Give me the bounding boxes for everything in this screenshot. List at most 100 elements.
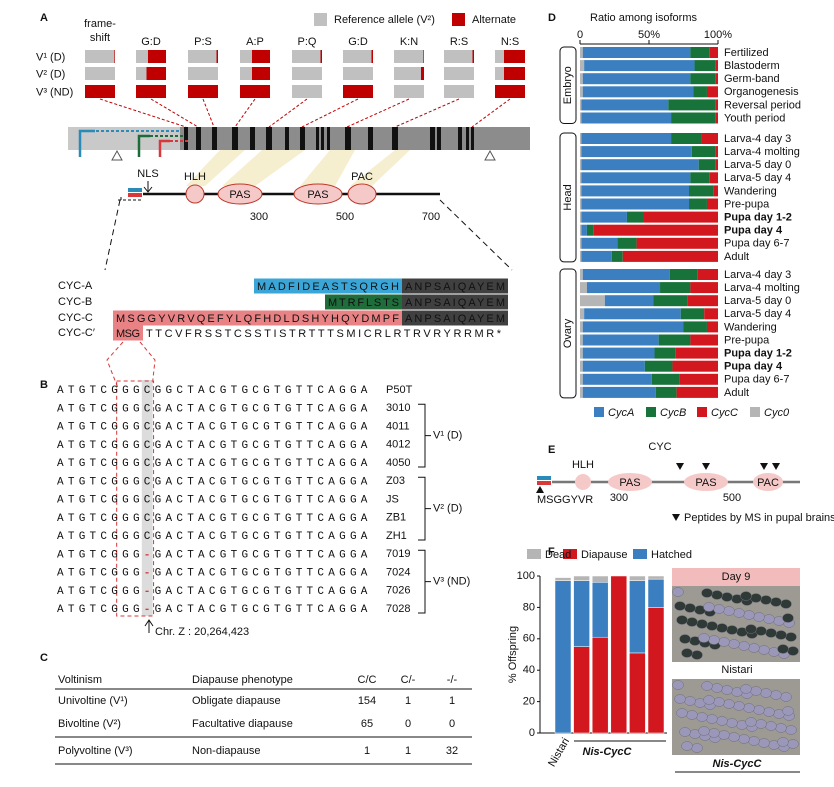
base: T	[187, 549, 194, 561]
table-cell: 65	[361, 718, 373, 730]
group-label: V¹ (D)	[433, 430, 462, 442]
base: T	[68, 494, 75, 506]
egg	[748, 736, 760, 746]
base: G	[122, 421, 129, 433]
base: T	[68, 403, 75, 415]
bar-segment	[580, 133, 582, 144]
bar-segment	[679, 373, 718, 385]
sample-id: P50T	[386, 384, 413, 396]
protein-tick-label: 500	[723, 492, 741, 504]
base: G	[263, 440, 270, 452]
base: C	[317, 513, 324, 525]
allele-background	[85, 67, 115, 80]
base: G	[263, 513, 270, 525]
base: C	[209, 421, 216, 433]
bar-segment	[582, 386, 656, 398]
allele-alternate	[85, 85, 115, 98]
egg	[753, 612, 765, 622]
bar-segment	[582, 73, 691, 85]
base: G	[339, 385, 346, 397]
base: G	[285, 476, 292, 488]
bar-segment	[573, 580, 590, 647]
allele-background	[343, 50, 373, 63]
base: G	[285, 513, 292, 525]
protein-tick-label: 300	[610, 492, 628, 504]
sample-id: ZB1	[386, 512, 406, 524]
base: T	[187, 604, 194, 616]
egg	[713, 697, 725, 707]
base: T	[296, 549, 303, 561]
zoom-bracket	[118, 196, 143, 201]
base: T	[231, 458, 238, 470]
base: C	[317, 549, 324, 561]
base: T	[68, 513, 75, 525]
bar-segment	[694, 60, 716, 72]
panel-label: D	[548, 12, 556, 24]
nls-arrow	[143, 181, 153, 193]
base: T	[231, 567, 238, 579]
category-label: Pre-pupa	[724, 334, 770, 346]
isoform-name: CYC-A	[58, 280, 93, 292]
protein-domain	[684, 473, 728, 491]
allele-alternate	[472, 50, 474, 63]
polyA-1	[111, 149, 123, 161]
allele-background	[444, 67, 474, 80]
egg	[672, 587, 684, 597]
y-tick-label: 0	[529, 727, 535, 739]
allele-alternate	[504, 50, 525, 63]
egg	[740, 684, 752, 694]
table-cell: 154	[358, 695, 376, 707]
egg	[750, 593, 762, 603]
base: G	[241, 440, 248, 452]
base: G	[122, 440, 129, 452]
bar-segment	[586, 282, 661, 294]
bar-segment	[580, 159, 582, 171]
egg	[674, 601, 686, 611]
bar-segment	[643, 211, 718, 223]
egg	[698, 633, 710, 643]
base: G	[350, 494, 357, 506]
base: G	[79, 440, 86, 452]
base: G	[133, 403, 140, 415]
base: C	[100, 494, 107, 506]
base: T	[90, 403, 97, 415]
strain-label: V¹ (D)	[36, 51, 65, 63]
egg	[684, 696, 696, 706]
table-cell: 1	[449, 695, 455, 707]
bar-segment	[671, 133, 702, 144]
base: T	[90, 604, 97, 616]
allele-alternate	[343, 85, 373, 98]
category-label: Pupa day 1-2	[724, 348, 792, 360]
variant-link	[150, 98, 199, 128]
base: T	[307, 531, 314, 543]
base: T	[296, 440, 303, 452]
base: G	[111, 476, 118, 488]
base: G	[111, 567, 118, 579]
sample-id: ZH1	[386, 530, 407, 542]
base: T	[187, 421, 194, 433]
egg	[785, 632, 797, 642]
base: C	[252, 567, 259, 579]
ext-mark-red	[537, 481, 551, 485]
egg	[780, 599, 792, 609]
base: A	[166, 586, 173, 598]
egg	[701, 588, 713, 598]
base: C	[144, 476, 151, 488]
base: G	[285, 385, 292, 397]
zoom-lines	[104, 199, 513, 271]
base: G	[155, 403, 162, 415]
base: C	[209, 403, 216, 415]
variant-label: G:D	[141, 36, 161, 48]
base: G	[155, 440, 162, 452]
variant-label: frame-shift	[84, 18, 116, 44]
egg	[753, 705, 765, 715]
legend-label: Reference allele (V²)	[334, 14, 435, 26]
base: G	[350, 531, 357, 543]
category-label: Pupa day 4	[724, 225, 783, 237]
egg	[718, 730, 730, 740]
photo-header	[672, 568, 800, 586]
bar-segment	[715, 146, 718, 158]
